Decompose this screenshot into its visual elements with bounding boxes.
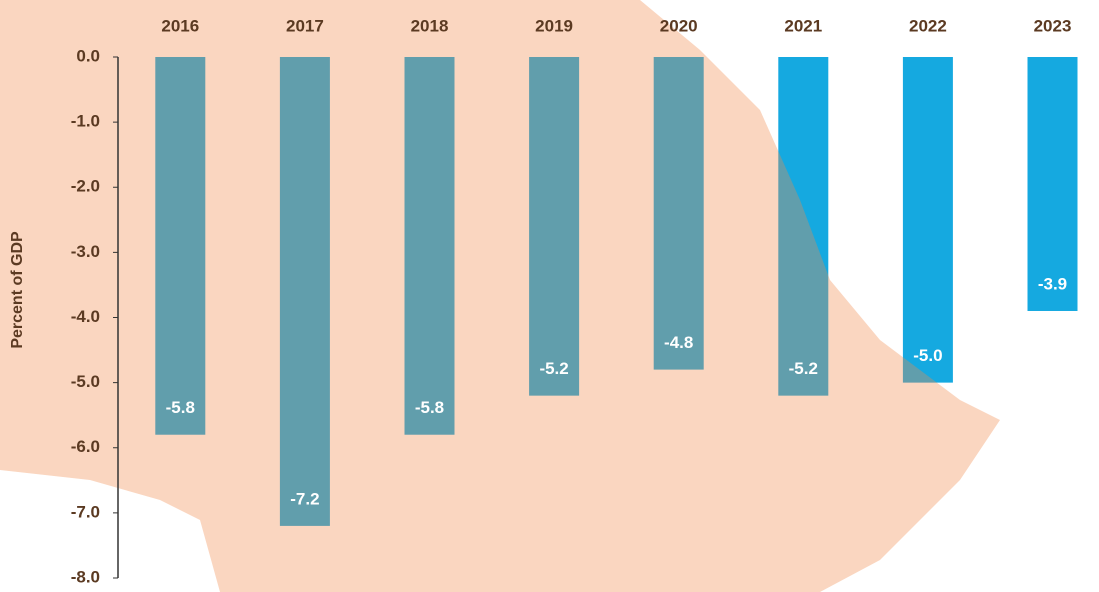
- y-tick-label: -2.0: [71, 177, 100, 196]
- bar: [279, 57, 330, 526]
- x-tick-label: 2021: [784, 16, 822, 35]
- y-tick-label: -7.0: [71, 502, 100, 521]
- value-label: -5.0: [913, 346, 942, 365]
- bar: [155, 57, 206, 435]
- value-label: -7.2: [290, 489, 319, 508]
- value-label: -4.8: [664, 333, 693, 352]
- x-tick-label: 2023: [1034, 16, 1072, 35]
- y-tick-label: -1.0: [71, 112, 100, 131]
- bar: [653, 57, 704, 370]
- value-label: -5.8: [166, 398, 195, 417]
- value-label: -3.9: [1038, 274, 1067, 293]
- x-tick-label: 2017: [286, 16, 324, 35]
- bar: [404, 57, 455, 435]
- y-axis-title: Percent of GDP: [9, 231, 26, 349]
- x-tick-label: 2019: [535, 16, 573, 35]
- x-tick-label: 2016: [161, 16, 199, 35]
- value-label: -5.8: [415, 398, 444, 417]
- bar: [902, 57, 953, 383]
- y-tick-label: -6.0: [71, 437, 100, 456]
- x-tick-label: 2018: [411, 16, 449, 35]
- bar: [1027, 57, 1078, 311]
- x-tick-label: 2020: [660, 16, 698, 35]
- x-tick-label: 2022: [909, 16, 947, 35]
- bar: [778, 57, 829, 396]
- plot-area: [155, 57, 1078, 526]
- y-tick-label: -8.0: [71, 567, 100, 586]
- value-label: -5.2: [789, 359, 818, 378]
- bar: [529, 57, 580, 396]
- value-label: -5.2: [539, 359, 568, 378]
- y-tick-label: -3.0: [71, 242, 100, 261]
- y-tick-label: -4.0: [71, 307, 100, 326]
- y-tick-label: 0.0: [76, 46, 100, 65]
- y-tick-label: -5.0: [71, 372, 100, 391]
- watermark: [0, 0, 1000, 592]
